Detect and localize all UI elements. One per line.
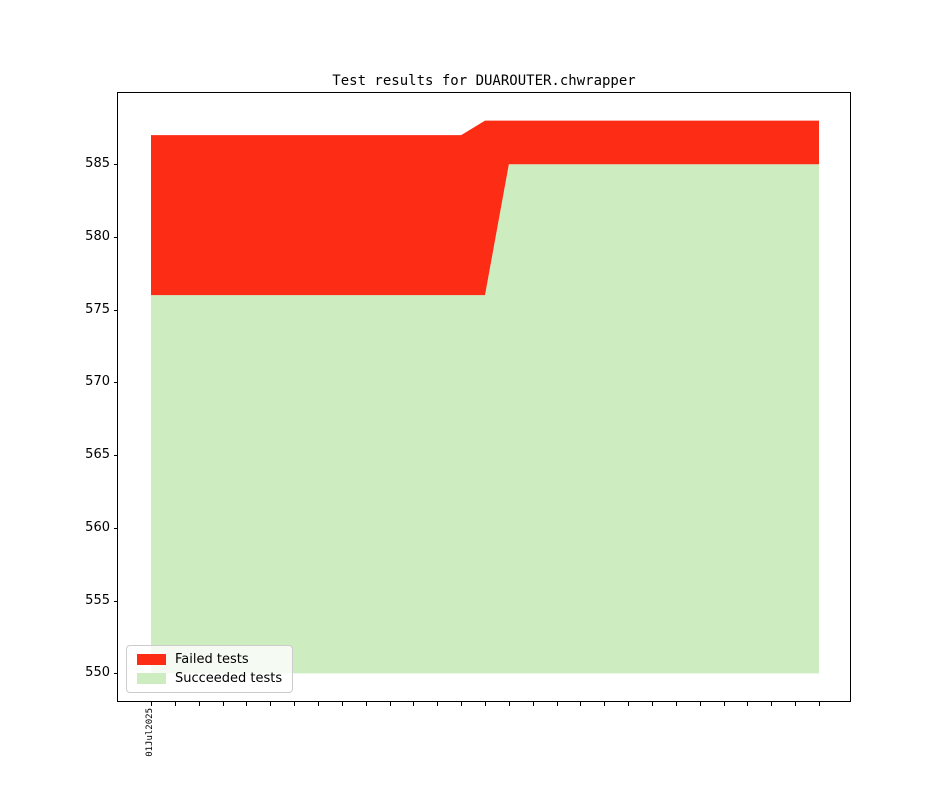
y-tick-mark (114, 382, 118, 383)
chart-title: Test results for DUAROUTER.chwrapper (332, 73, 636, 89)
y-tick-label: 555 (85, 592, 110, 608)
y-tick-mark (114, 310, 118, 311)
x-tick-mark (437, 702, 438, 706)
plot-area: Failed tests Succeeded tests (117, 92, 851, 702)
legend-label-failed: Failed tests (175, 652, 249, 667)
x-tick-mark (366, 702, 367, 706)
legend-item-succeeded: Succeeded tests (137, 672, 282, 685)
y-tick-label: 585 (85, 156, 110, 172)
y-tick-mark (114, 237, 118, 238)
x-tick-mark (795, 702, 796, 706)
x-axis-date-label: 01Jul2025 (145, 708, 155, 757)
x-tick-mark (676, 702, 677, 706)
x-tick-mark (294, 702, 295, 706)
x-tick-mark (246, 702, 247, 706)
x-tick-mark (700, 702, 701, 706)
x-tick-mark (270, 702, 271, 706)
succeeded-tests-swatch (137, 673, 166, 684)
legend-label-succeeded: Succeeded tests (175, 671, 283, 686)
x-tick-mark (413, 702, 414, 706)
x-tick-mark (747, 702, 748, 706)
x-tick-mark (318, 702, 319, 706)
x-tick-mark (604, 702, 605, 706)
stacked-area-chart (151, 120, 819, 674)
y-tick-mark (114, 601, 118, 602)
y-tick-label: 560 (85, 519, 110, 535)
legend: Failed tests Succeeded tests (126, 645, 294, 693)
x-tick-mark (151, 702, 152, 706)
x-tick-mark (461, 702, 462, 706)
x-tick-mark (819, 702, 820, 706)
y-tick-mark (114, 164, 118, 165)
x-tick-mark (557, 702, 558, 706)
y-tick-label: 575 (85, 301, 110, 317)
succeeded-area (151, 164, 819, 674)
x-tick-mark (175, 702, 176, 706)
x-tick-mark (652, 702, 653, 706)
failed-area (151, 120, 819, 296)
x-tick-mark (509, 702, 510, 706)
y-tick-label: 580 (85, 229, 110, 244)
x-tick-mark (390, 702, 391, 706)
x-tick-mark (199, 702, 200, 706)
y-tick-mark (114, 673, 118, 674)
x-tick-mark (771, 702, 772, 706)
x-tick-mark (342, 702, 343, 706)
y-tick-mark (114, 528, 118, 529)
x-tick-mark (533, 702, 534, 706)
y-tick-label: 550 (85, 665, 110, 681)
x-tick-mark (223, 702, 224, 706)
x-tick-mark (628, 702, 629, 706)
failed-tests-swatch (137, 654, 166, 665)
x-tick-mark (580, 702, 581, 706)
y-tick-mark (114, 455, 118, 456)
y-tick-label: 570 (85, 374, 110, 390)
y-tick-label: 565 (85, 447, 110, 463)
legend-item-failed: Failed tests (137, 653, 282, 666)
x-tick-mark (485, 702, 486, 706)
x-tick-mark (724, 702, 725, 706)
